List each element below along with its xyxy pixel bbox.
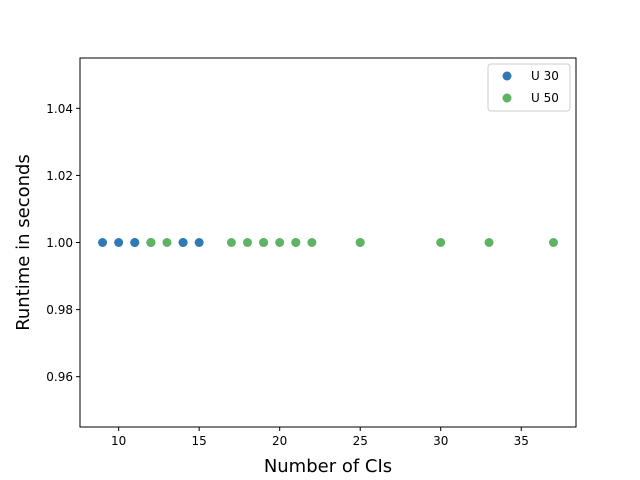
y-tick-label-2: 1.00 (46, 236, 73, 250)
data-point-s1-1 (146, 238, 156, 247)
legend-label-u30: U 30 (531, 69, 559, 83)
data-point-s1-4 (242, 238, 252, 247)
legend-label-u50: U 50 (531, 91, 559, 105)
y-axis-label: Runtime in seconds (13, 154, 34, 331)
legend-marker-u50 (502, 93, 512, 103)
data-point-s1-15 (548, 238, 558, 247)
data-point-s1-9 (291, 238, 301, 247)
y-tick-label-4: 1.04 (46, 102, 73, 116)
x-axis-label: Number of CIs (264, 456, 392, 477)
data-point-s1-3 (226, 238, 236, 247)
y-tick-label-1: 0.98 (46, 303, 73, 317)
data-point-s1-7 (275, 238, 285, 247)
data-point-s0-7 (194, 238, 204, 247)
y-axis-ticks: 0.96 0.98 1.00 1.02 1.04 (46, 102, 80, 384)
data-point-s1-14 (484, 238, 494, 247)
data-point-s0-6 (178, 238, 188, 247)
x-tick-label-1: 15 (192, 434, 207, 448)
legend: U 30 U 50 (487, 63, 571, 112)
x-tick-label-5: 35 (514, 434, 529, 448)
points-layer (98, 238, 558, 247)
x-tick-label-4: 30 (433, 434, 448, 448)
x-tick-label-2: 20 (272, 434, 287, 448)
data-point-s0-3 (130, 238, 140, 247)
data-point-s1-13 (436, 238, 446, 247)
x-tick-label-0: 10 (111, 434, 126, 448)
legend-marker-u30 (502, 71, 512, 81)
x-tick-label-3: 25 (353, 434, 368, 448)
data-point-s1-10 (307, 238, 317, 247)
x-axis-ticks: 10 15 20 25 30 35 (111, 427, 529, 448)
data-point-s0-0 (98, 238, 108, 247)
data-point-s1-12 (355, 238, 365, 247)
data-point-s1-2 (162, 238, 172, 247)
data-point-s1-6 (259, 238, 269, 247)
y-tick-label-0: 0.96 (46, 370, 73, 384)
y-tick-label-3: 1.02 (46, 169, 73, 183)
data-point-s0-1 (114, 238, 124, 247)
